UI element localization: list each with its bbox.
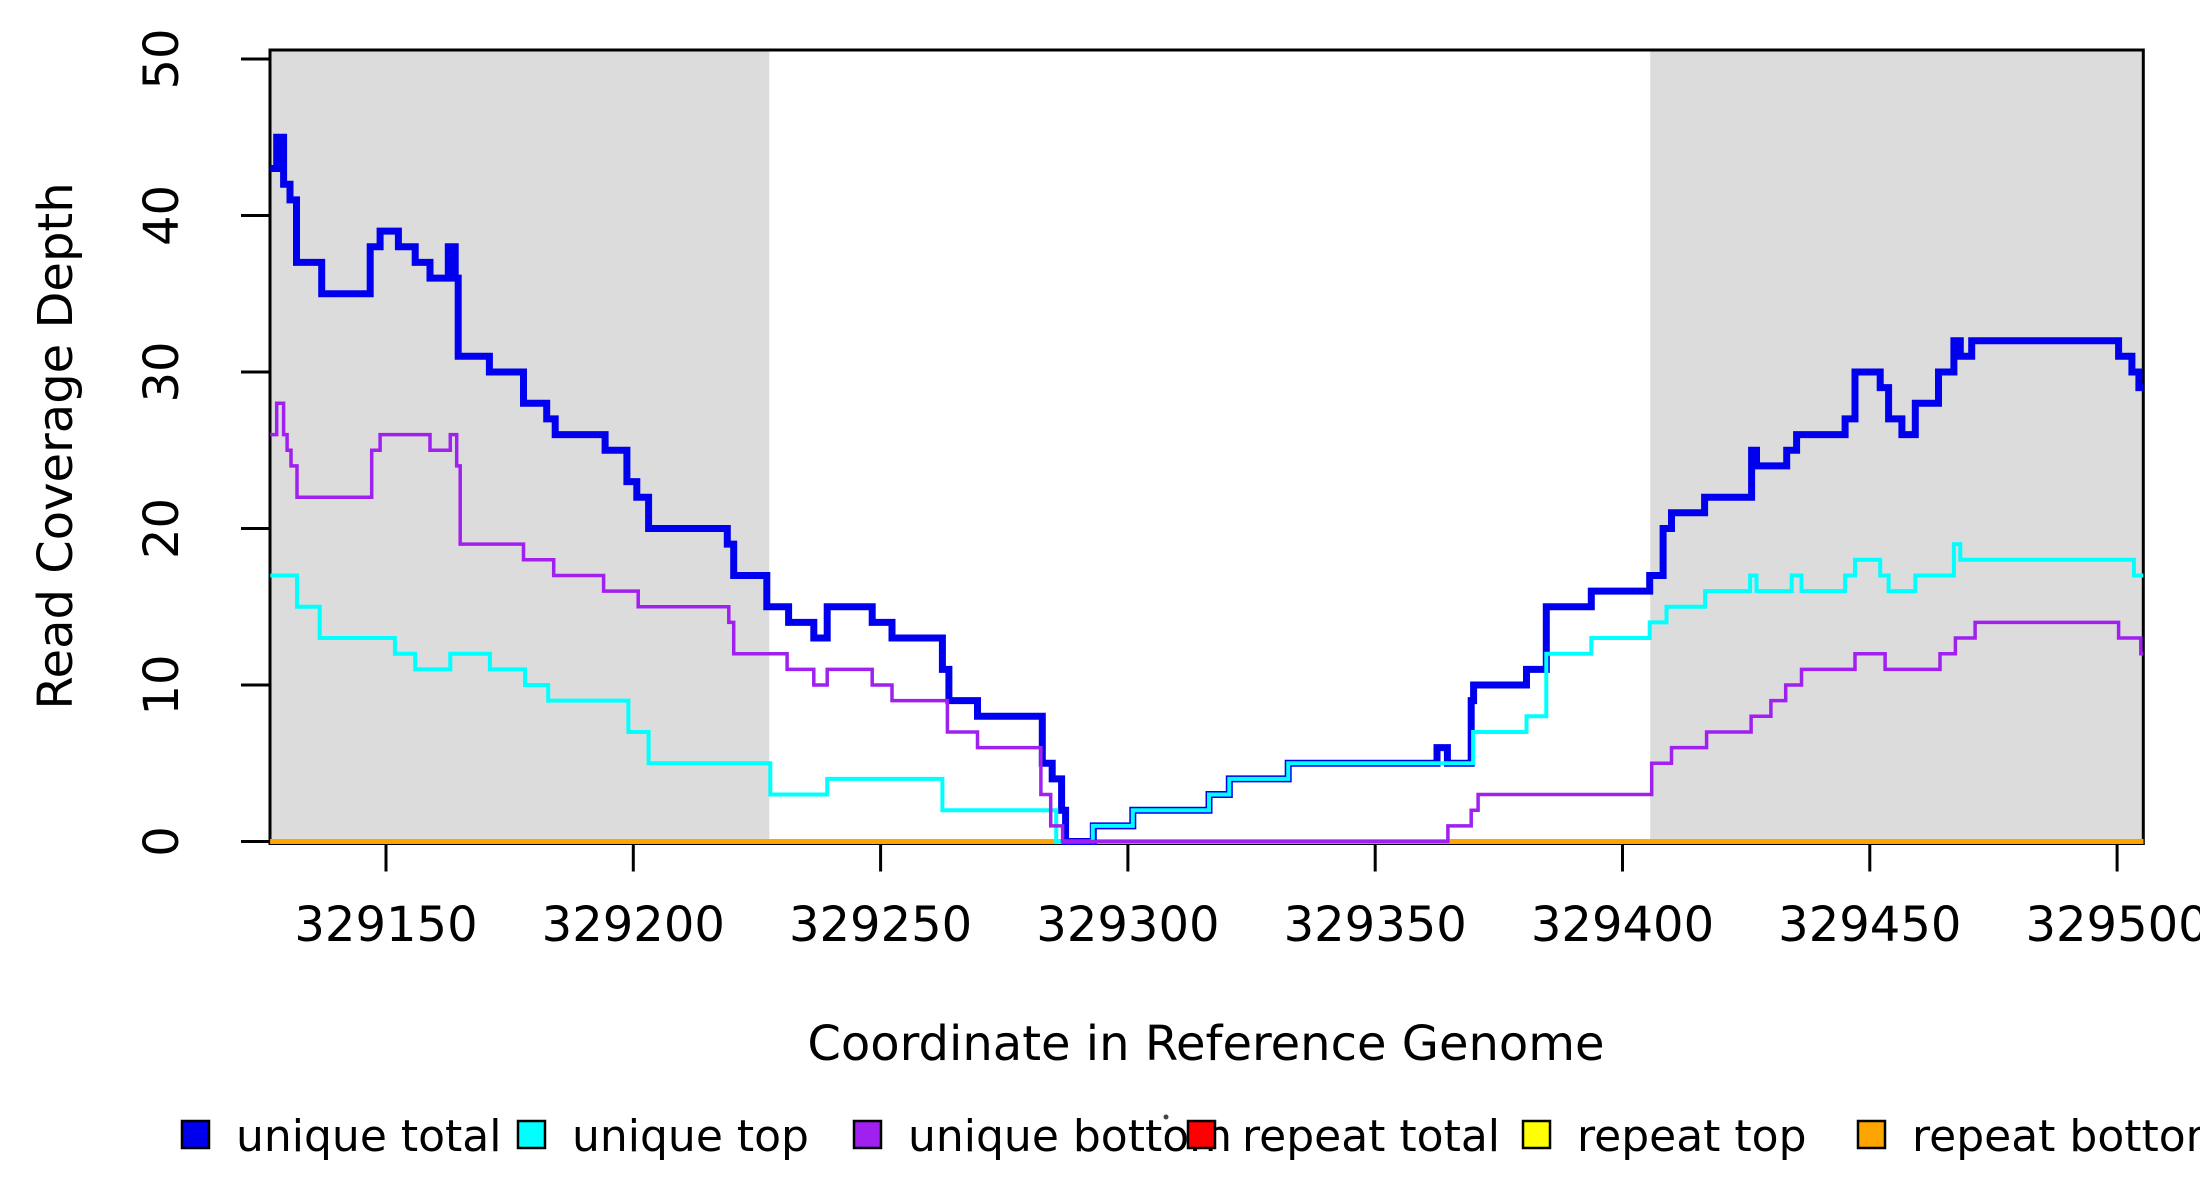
legend-swatch-repeat-total xyxy=(1186,1119,1217,1150)
legend-label-unique-top: unique top xyxy=(572,1111,809,1162)
x-tick-label: 329450 xyxy=(1778,897,1961,953)
stray-dot xyxy=(1163,1114,1169,1120)
legend-label-repeat-top: repeat top xyxy=(1577,1111,1807,1162)
legend-swatch-repeat-bottom xyxy=(1856,1119,1887,1150)
x-tick-label: 329300 xyxy=(1036,897,1219,953)
series-line-unique-total xyxy=(270,133,2144,845)
legend-swatch-unique-total xyxy=(180,1119,211,1150)
y-tick-label: 30 xyxy=(134,341,190,402)
series-line-unique-top xyxy=(270,542,2144,844)
series-line-unique-bottom xyxy=(270,401,2144,844)
legend-swatch-unique-bottom xyxy=(852,1119,883,1150)
x-tick-label: 329350 xyxy=(1284,897,1467,953)
legend-label-unique-bottom: unique bottom xyxy=(908,1111,1232,1162)
series-lines xyxy=(270,133,2144,845)
y-axis-title: Read Coverage Depth xyxy=(28,182,84,709)
legend-label-unique-total: unique total xyxy=(236,1111,501,1162)
legend: unique total unique top unique bottom repea… xyxy=(180,1111,2200,1162)
legend-label-repeat-total: repeat total xyxy=(1242,1111,1500,1162)
x-tick-label: 329150 xyxy=(294,897,477,953)
x-tick-label: 329400 xyxy=(1531,897,1714,953)
shaded-region xyxy=(270,50,770,844)
x-tick-label: 329250 xyxy=(789,897,972,953)
shaded-region xyxy=(1650,50,2144,844)
y-tick-label: 40 xyxy=(134,185,190,246)
x-tick-label: 329500 xyxy=(2025,897,2200,953)
legend-swatch-unique-top xyxy=(516,1119,547,1150)
legend-label-repeat-bottom: repeat bottom xyxy=(1912,1111,2200,1162)
y-tick-label: 50 xyxy=(134,28,190,89)
x-tick-label: 329200 xyxy=(542,897,725,953)
y-tick-label: 20 xyxy=(134,498,190,559)
x-axis-title: Coordinate in Reference Genome xyxy=(807,1016,1604,1072)
legend-swatch-repeat-top xyxy=(1521,1119,1552,1150)
y-tick-label: 10 xyxy=(134,654,190,715)
shaded-regions xyxy=(270,50,2144,844)
y-tick-label: 0 xyxy=(134,826,190,857)
axis-ticks: 329150 329200 329250 329300 329350 329400 3294… xyxy=(134,28,2200,953)
